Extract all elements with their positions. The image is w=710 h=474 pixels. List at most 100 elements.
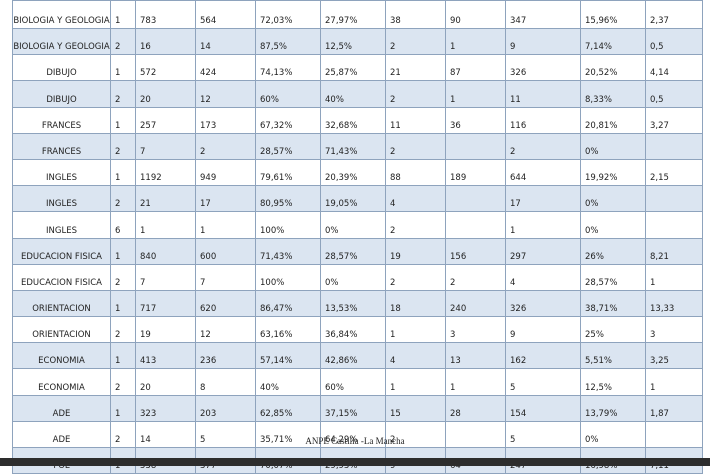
table-row: ECONOMIA 1 413 236 57,14% 42,86% 4 13 162 5,51% 3,… xyxy=(12,342,703,370)
value-cell: 13,79% xyxy=(580,394,646,422)
value-cell: 35,71% xyxy=(255,420,321,449)
value-cell: 7,14% xyxy=(580,27,646,56)
value-cell: 1 xyxy=(110,158,136,187)
value-cell: 21 xyxy=(135,185,196,213)
value-cell: 2 xyxy=(110,368,136,396)
value-cell: 1 xyxy=(645,263,703,291)
subject-cell: ECONOMIA xyxy=(12,342,111,370)
value-cell: 564 xyxy=(195,0,256,29)
value-cell: 2 xyxy=(385,211,446,239)
value-cell: 71,43% xyxy=(255,237,321,265)
value-cell: 60% xyxy=(320,368,386,396)
subject-cell: EDUCACION FISICA xyxy=(12,263,111,291)
value-cell: 257 xyxy=(135,106,196,134)
value-cell xyxy=(445,132,506,160)
value-cell: 12,5% xyxy=(320,27,386,56)
value-cell: 7 xyxy=(135,263,196,291)
value-cell: 28,57% xyxy=(580,263,646,291)
value-cell: 154 xyxy=(505,394,581,422)
value-cell: 71,43% xyxy=(320,132,386,160)
value-cell: 74,13% xyxy=(255,54,321,82)
value-cell: 326 xyxy=(505,289,581,318)
value-cell: 8 xyxy=(195,368,256,396)
value-cell: 1192 xyxy=(135,158,196,187)
value-cell: 0% xyxy=(580,420,646,449)
subject-cell: BIOLOGIA Y GEOLOGIA xyxy=(12,27,111,56)
value-cell: 36,84% xyxy=(320,316,386,344)
subject-cell: EDUCACION FISICA xyxy=(12,237,111,265)
value-cell: 323 xyxy=(135,394,196,422)
value-cell: 572 xyxy=(135,54,196,82)
value-cell: 173 xyxy=(195,106,256,134)
value-cell: 40% xyxy=(255,368,321,396)
value-cell: 1 xyxy=(110,342,136,370)
table-row: EDUCACION FISICA 2 7 7 100% 0% 2 2 4 28,57% 1 xyxy=(12,263,703,291)
value-cell: 27,97% xyxy=(320,0,386,29)
value-cell: 7 xyxy=(135,132,196,160)
value-cell: 326 xyxy=(505,54,581,82)
value-cell: 20 xyxy=(135,368,196,396)
value-cell: 4 xyxy=(385,342,446,370)
value-cell: 1 xyxy=(445,368,506,396)
value-cell: 1 xyxy=(110,0,136,29)
value-cell: 1 xyxy=(110,289,136,318)
value-cell: 600 xyxy=(195,237,256,265)
value-cell: 62,85% xyxy=(255,394,321,422)
value-cell: 4 xyxy=(505,263,581,291)
value-cell: 72,03% xyxy=(255,0,321,29)
value-cell xyxy=(445,211,506,239)
value-cell: 80,95% xyxy=(255,185,321,213)
value-cell: 21 xyxy=(385,54,446,82)
value-cell: 413 xyxy=(135,342,196,370)
value-cell: 5 xyxy=(505,368,581,396)
value-cell: 19,05% xyxy=(320,185,386,213)
value-cell: 424 xyxy=(195,54,256,82)
value-cell: 1,87 xyxy=(645,394,703,422)
value-cell: 28,57% xyxy=(320,237,386,265)
value-cell: 2 xyxy=(385,27,446,56)
value-cell: 156 xyxy=(445,237,506,265)
value-cell: 57,14% xyxy=(255,342,321,370)
table-row: DIBUJO 2 20 12 60% 40% 2 1 11 8,33% 0,5 xyxy=(12,80,703,108)
value-cell: 1 xyxy=(195,211,256,239)
value-cell: 14 xyxy=(195,27,256,56)
value-cell: 40% xyxy=(320,80,386,108)
value-cell: 13 xyxy=(445,342,506,370)
value-cell: 25% xyxy=(580,316,646,344)
value-cell: 3 xyxy=(445,316,506,344)
value-cell: 64,29% xyxy=(320,420,386,449)
value-cell: 87,5% xyxy=(255,27,321,56)
value-cell: 1 xyxy=(385,316,446,344)
value-cell: 88 xyxy=(385,158,446,187)
value-cell: 0% xyxy=(580,211,646,239)
value-cell: 11 xyxy=(505,80,581,108)
value-cell: 9 xyxy=(505,316,581,344)
value-cell: 25,87% xyxy=(320,54,386,82)
value-cell: 16 xyxy=(135,27,196,56)
subject-cell: ECONOMIA xyxy=(12,368,111,396)
value-cell: 0% xyxy=(320,263,386,291)
value-cell: 3,25 xyxy=(645,342,703,370)
value-cell: 6 xyxy=(110,211,136,239)
value-cell: 1 xyxy=(445,80,506,108)
value-cell: 20,81% xyxy=(580,106,646,134)
value-cell: 2 xyxy=(195,132,256,160)
table-row: EDUCACION FISICA 1 840 600 71,43% 28,57% 19 156… xyxy=(12,237,703,265)
value-cell: 203 xyxy=(195,394,256,422)
value-cell xyxy=(645,211,703,239)
value-cell: 2,37 xyxy=(645,0,703,29)
value-cell: 0% xyxy=(580,132,646,160)
value-cell: 100% xyxy=(255,263,321,291)
value-cell: 1 xyxy=(385,368,446,396)
table-row: DIBUJO 1 572 424 74,13% 25,87% 21 87 326 20,52% 4,… xyxy=(12,54,703,82)
value-cell: 236 xyxy=(195,342,256,370)
value-cell: 0,5 xyxy=(645,80,703,108)
value-cell: 2 xyxy=(110,263,136,291)
value-cell: 162 xyxy=(505,342,581,370)
value-cell: 189 xyxy=(445,158,506,187)
table-row: INGLES 1 1192 949 79,61% 20,39% 88 189 644 19,92%… xyxy=(12,158,703,187)
table-row: BIOLOGIA Y GEOLOGIA 1 783 564 72,03% 27,97% 38… xyxy=(12,0,703,29)
value-cell: 3,27 xyxy=(645,106,703,134)
value-cell: 347 xyxy=(505,0,581,29)
value-cell: 26% xyxy=(580,237,646,265)
